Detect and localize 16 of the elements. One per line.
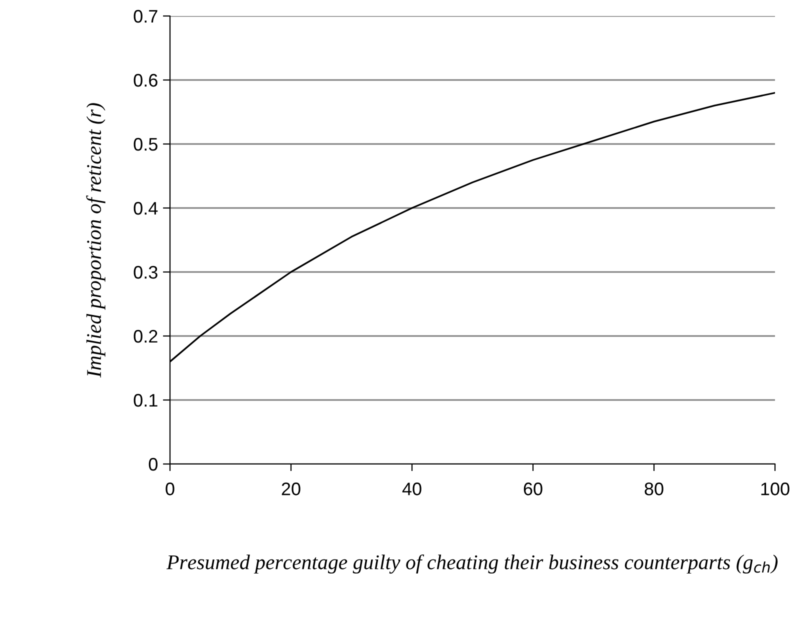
x-axis-title: Presumed percentage guilty of cheating their business counterparts (g$_{ch}$)	[166, 554, 778, 574]
x-tick-label: 80	[644, 482, 664, 496]
y-tick-label: 0.5	[134, 138, 158, 151]
y-tick-label: 0	[148, 458, 158, 471]
y-tick-label: 0.3	[134, 266, 158, 279]
x-tick-label: 60	[524, 482, 542, 496]
y-axis-title: Implied proportion of reticent (r)	[86, 103, 106, 378]
x-tick-label: 100	[761, 482, 790, 496]
x-tick-label: 20	[282, 482, 300, 496]
x-tick-label: 40	[402, 482, 422, 496]
y-tick-label: 0.1	[134, 394, 158, 407]
x-tick-label: 0	[166, 482, 174, 496]
y-tick-label: 0.7	[134, 10, 158, 23]
y-tick-label: 0.2	[134, 330, 158, 343]
y-tick-label: 0.6	[134, 74, 158, 87]
y-tick-label: 0.4	[134, 202, 158, 215]
